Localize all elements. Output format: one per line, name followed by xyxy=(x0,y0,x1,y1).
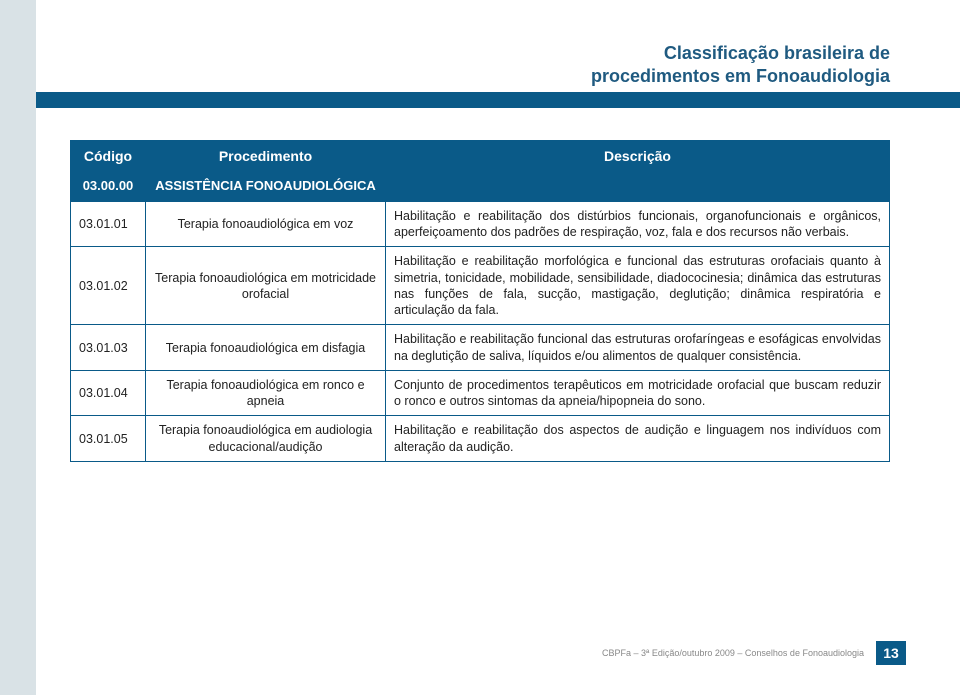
footer-text: CBPFa – 3ª Edição/outubro 2009 – Conselh… xyxy=(602,648,864,658)
col-proc: Procedimento xyxy=(146,141,386,172)
section-desc xyxy=(386,172,890,202)
row-desc: Conjunto de procedimentos terapêuticos e… xyxy=(386,370,890,416)
doc-title: Classificação brasileira de procedimento… xyxy=(591,42,890,87)
title-bar xyxy=(36,92,960,108)
table-section-row: 03.00.00 ASSISTÊNCIA FONOAUDIOLÓGICA xyxy=(71,172,890,202)
table-header-row: Código Procedimento Descrição xyxy=(71,141,890,172)
col-code: Código xyxy=(71,141,146,172)
table-row: 03.01.05 Terapia fonoaudiológica em audi… xyxy=(71,416,890,462)
col-desc: Descrição xyxy=(386,141,890,172)
row-proc: Terapia fonoaudiológica em voz xyxy=(146,201,386,247)
table-row: 03.01.02 Terapia fonoaudiológica em motr… xyxy=(71,247,890,325)
row-code: 03.01.04 xyxy=(71,370,146,416)
row-proc: Terapia fonoaudiológica em audiologia ed… xyxy=(146,416,386,462)
row-code: 03.01.03 xyxy=(71,325,146,371)
row-proc: Terapia fonoaudiológica em disfagia xyxy=(146,325,386,371)
doc-title-line1: Classificação brasileira de xyxy=(591,42,890,65)
page-number: 13 xyxy=(876,641,906,665)
row-code: 03.01.01 xyxy=(71,201,146,247)
section-proc: ASSISTÊNCIA FONOAUDIOLÓGICA xyxy=(146,172,386,202)
doc-title-line2: procedimentos em Fonoaudiologia xyxy=(591,65,890,88)
row-desc: Habilitação e reabilitação funcional das… xyxy=(386,325,890,371)
row-desc: Habilitação e reabilitação dos distúrbio… xyxy=(386,201,890,247)
procedure-table: Código Procedimento Descrição 03.00.00 A… xyxy=(70,140,890,462)
row-desc: Habilitação e reabilitação morfológica e… xyxy=(386,247,890,325)
table-row: 03.01.01 Terapia fonoaudiológica em voz … xyxy=(71,201,890,247)
page-footer: CBPFa – 3ª Edição/outubro 2009 – Conselh… xyxy=(602,641,906,665)
section-code: 03.00.00 xyxy=(71,172,146,202)
row-desc: Habilitação e reabilitação dos aspectos … xyxy=(386,416,890,462)
row-proc: Terapia fonoaudiológica em motricidade o… xyxy=(146,247,386,325)
table-row: 03.01.04 Terapia fonoaudiológica em ronc… xyxy=(71,370,890,416)
row-code: 03.01.02 xyxy=(71,247,146,325)
left-stripe xyxy=(0,0,36,695)
row-code: 03.01.05 xyxy=(71,416,146,462)
table-row: 03.01.03 Terapia fonoaudiológica em disf… xyxy=(71,325,890,371)
row-proc: Terapia fonoaudiológica em ronco e apnei… xyxy=(146,370,386,416)
